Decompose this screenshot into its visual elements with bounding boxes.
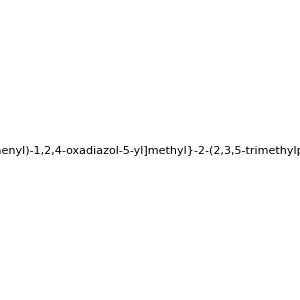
Text: N-{[3-(3-methylphenyl)-1,2,4-oxadiazol-5-yl]methyl}-2-(2,3,5-trimethylphenoxy)ac: N-{[3-(3-methylphenyl)-1,2,4-oxadiazol-5…: [0, 146, 300, 157]
